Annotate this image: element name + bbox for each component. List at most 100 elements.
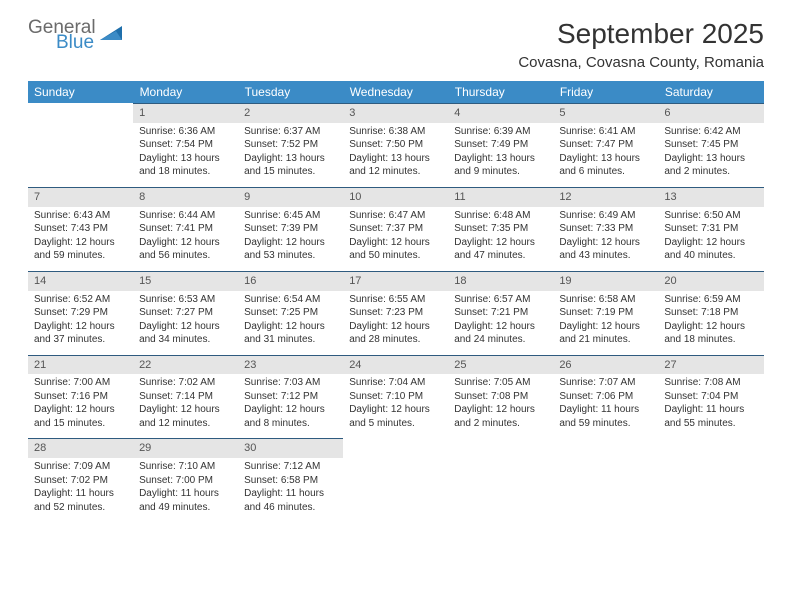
calendar-cell: 28Sunrise: 7:09 AMSunset: 7:02 PMDayligh… [28,438,133,522]
day-content: Sunrise: 7:00 AMSunset: 7:16 PMDaylight:… [28,374,133,438]
day-content: Sunrise: 6:36 AMSunset: 7:54 PMDaylight:… [133,123,238,187]
sunset-line: Sunset: 7:43 PM [34,222,127,236]
calendar-row: 28Sunrise: 7:09 AMSunset: 7:02 PMDayligh… [28,438,764,522]
sunset-line: Sunset: 7:41 PM [139,222,232,236]
sunset-line: Sunset: 7:49 PM [454,138,547,152]
sunset-line: Sunset: 7:33 PM [559,222,652,236]
day-content: Sunrise: 6:41 AMSunset: 7:47 PMDaylight:… [553,123,658,187]
day-number: 28 [28,438,133,458]
sunrise-line: Sunrise: 6:59 AM [664,293,757,307]
weekday-header: Monday [133,81,238,103]
calendar-cell: 8Sunrise: 6:44 AMSunset: 7:41 PMDaylight… [133,187,238,271]
daylight-line: Daylight: 13 hours and 6 minutes. [559,152,652,179]
daylight-line: Daylight: 13 hours and 18 minutes. [139,152,232,179]
sunset-line: Sunset: 7:27 PM [139,306,232,320]
day-number: 15 [133,271,238,291]
sunrise-line: Sunrise: 6:53 AM [139,293,232,307]
daylight-line: Daylight: 12 hours and 24 minutes. [454,320,547,347]
sunset-line: Sunset: 7:16 PM [34,390,127,404]
sunset-line: Sunset: 7:12 PM [244,390,337,404]
daylight-line: Daylight: 11 hours and 52 minutes. [34,487,127,514]
calendar-cell: 15Sunrise: 6:53 AMSunset: 7:27 PMDayligh… [133,271,238,355]
day-content: Sunrise: 6:43 AMSunset: 7:43 PMDaylight:… [28,207,133,271]
daylight-line: Daylight: 11 hours and 55 minutes. [664,403,757,430]
daylight-line: Daylight: 12 hours and 8 minutes. [244,403,337,430]
calendar-cell: 10Sunrise: 6:47 AMSunset: 7:37 PMDayligh… [343,187,448,271]
day-content: Sunrise: 6:38 AMSunset: 7:50 PMDaylight:… [343,123,448,187]
day-number: 24 [343,355,448,375]
sunrise-line: Sunrise: 7:12 AM [244,460,337,474]
calendar-cell: 13Sunrise: 6:50 AMSunset: 7:31 PMDayligh… [658,187,763,271]
daylight-line: Daylight: 12 hours and 40 minutes. [664,236,757,263]
day-number: 9 [238,187,343,207]
sunrise-line: Sunrise: 6:39 AM [454,125,547,139]
day-number: 4 [448,103,553,123]
daylight-line: Daylight: 12 hours and 47 minutes. [454,236,547,263]
sunrise-line: Sunrise: 7:08 AM [664,376,757,390]
sunset-line: Sunset: 7:19 PM [559,306,652,320]
weekday-header: Tuesday [238,81,343,103]
day-content: Sunrise: 6:57 AMSunset: 7:21 PMDaylight:… [448,291,553,355]
calendar-cell: 21Sunrise: 7:00 AMSunset: 7:16 PMDayligh… [28,355,133,439]
calendar-cell: 25Sunrise: 7:05 AMSunset: 7:08 PMDayligh… [448,355,553,439]
day-number: 18 [448,271,553,291]
daylight-line: Daylight: 13 hours and 2 minutes. [664,152,757,179]
daylight-line: Daylight: 12 hours and 2 minutes. [454,403,547,430]
day-number: 8 [133,187,238,207]
calendar-cell: 16Sunrise: 6:54 AMSunset: 7:25 PMDayligh… [238,271,343,355]
sunrise-line: Sunrise: 6:58 AM [559,293,652,307]
day-content: Sunrise: 6:54 AMSunset: 7:25 PMDaylight:… [238,291,343,355]
daylight-line: Daylight: 12 hours and 43 minutes. [559,236,652,263]
calendar-row: 7Sunrise: 6:43 AMSunset: 7:43 PMDaylight… [28,187,764,271]
weekday-header-row: SundayMondayTuesdayWednesdayThursdayFrid… [28,81,764,103]
sunset-line: Sunset: 7:10 PM [349,390,442,404]
daylight-line: Daylight: 12 hours and 34 minutes. [139,320,232,347]
calendar-cell: 5Sunrise: 6:41 AMSunset: 7:47 PMDaylight… [553,103,658,187]
location: Covasna, Covasna County, Romania [518,54,764,71]
day-content: Sunrise: 6:53 AMSunset: 7:27 PMDaylight:… [133,291,238,355]
day-number: 27 [658,355,763,375]
sunrise-line: Sunrise: 6:44 AM [139,209,232,223]
sunrise-line: Sunrise: 6:49 AM [559,209,652,223]
daylight-line: Daylight: 12 hours and 53 minutes. [244,236,337,263]
day-content: Sunrise: 7:05 AMSunset: 7:08 PMDaylight:… [448,374,553,438]
day-number: 6 [658,103,763,123]
day-number: 30 [238,438,343,458]
calendar-cell: 29Sunrise: 7:10 AMSunset: 7:00 PMDayligh… [133,438,238,522]
day-content: Sunrise: 7:04 AMSunset: 7:10 PMDaylight:… [343,374,448,438]
logo-word2: Blue [56,33,96,52]
day-content: Sunrise: 6:45 AMSunset: 7:39 PMDaylight:… [238,207,343,271]
daylight-line: Daylight: 12 hours and 18 minutes. [664,320,757,347]
day-number: 29 [133,438,238,458]
weekday-header: Thursday [448,81,553,103]
sunset-line: Sunset: 7:37 PM [349,222,442,236]
daylight-line: Daylight: 12 hours and 5 minutes. [349,403,442,430]
day-content: Sunrise: 7:08 AMSunset: 7:04 PMDaylight:… [658,374,763,438]
daylight-line: Daylight: 12 hours and 21 minutes. [559,320,652,347]
day-content: Sunrise: 7:12 AMSunset: 6:58 PMDaylight:… [238,458,343,522]
calendar-cell [658,438,763,522]
sunset-line: Sunset: 6:58 PM [244,474,337,488]
sunrise-line: Sunrise: 6:50 AM [664,209,757,223]
daylight-line: Daylight: 13 hours and 15 minutes. [244,152,337,179]
calendar-cell: 12Sunrise: 6:49 AMSunset: 7:33 PMDayligh… [553,187,658,271]
day-number: 5 [553,103,658,123]
calendar-cell: 24Sunrise: 7:04 AMSunset: 7:10 PMDayligh… [343,355,448,439]
sunrise-line: Sunrise: 7:03 AM [244,376,337,390]
calendar-body: ..1Sunrise: 6:36 AMSunset: 7:54 PMDaylig… [28,103,764,522]
calendar-cell: 22Sunrise: 7:02 AMSunset: 7:14 PMDayligh… [133,355,238,439]
sunset-line: Sunset: 7:50 PM [349,138,442,152]
sunrise-line: Sunrise: 7:10 AM [139,460,232,474]
calendar-cell: 9Sunrise: 6:45 AMSunset: 7:39 PMDaylight… [238,187,343,271]
sunrise-line: Sunrise: 7:07 AM [559,376,652,390]
day-number: 3 [343,103,448,123]
day-number: 1 [133,103,238,123]
sunrise-line: Sunrise: 7:09 AM [34,460,127,474]
sunset-line: Sunset: 7:08 PM [454,390,547,404]
day-content: Sunrise: 6:39 AMSunset: 7:49 PMDaylight:… [448,123,553,187]
calendar-cell: 18Sunrise: 6:57 AMSunset: 7:21 PMDayligh… [448,271,553,355]
weekday-header: Friday [553,81,658,103]
day-number: 17 [343,271,448,291]
day-number: 14 [28,271,133,291]
calendar-cell: 30Sunrise: 7:12 AMSunset: 6:58 PMDayligh… [238,438,343,522]
